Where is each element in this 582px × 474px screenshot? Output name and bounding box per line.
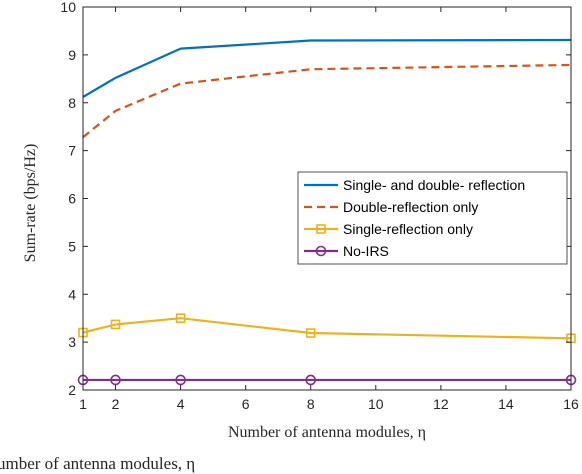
- data-point: [175, 313, 186, 323]
- series-1: [82, 38, 572, 98]
- data-point: [175, 374, 186, 386]
- legend-label: Single-reflection only: [343, 221, 473, 237]
- legend-label: Single- and double- reflection: [343, 177, 525, 193]
- x-tick-label: 4: [177, 396, 185, 412]
- x-tick-label: 2: [112, 396, 120, 412]
- legend-item: Double-reflection only: [304, 199, 478, 215]
- data-point: [305, 374, 317, 386]
- y-tick-label: 10: [60, 0, 76, 15]
- series-4: [77, 374, 577, 386]
- legend-box: [297, 171, 568, 265]
- y-tick-label: 7: [68, 143, 76, 159]
- x-tick-label: 8: [307, 396, 315, 412]
- legend-marker: [315, 245, 327, 257]
- y-tick-label: 6: [68, 191, 76, 207]
- legend-marker: [316, 224, 326, 234]
- legend-label: No-IRS: [343, 243, 389, 259]
- x-tick-label: 6: [242, 396, 250, 412]
- x-tick-label: 12: [433, 396, 449, 412]
- x-axis-label: Number of antenna modules, η: [228, 424, 426, 441]
- y-tick-label: 4: [68, 286, 76, 302]
- legend: Single- and double- reflection Double-ref…: [297, 171, 568, 265]
- x-tick-label: 16: [563, 396, 579, 412]
- data-point: [110, 319, 121, 330]
- y-axis-label: Sum-rate (bps/Hz): [22, 144, 39, 263]
- x-tick-label: 1: [79, 396, 87, 412]
- y-tick-label: 9: [68, 47, 76, 63]
- x-tick-label: 10: [368, 396, 384, 412]
- series-line: [82, 317, 572, 340]
- data-point: [305, 328, 316, 338]
- series-line: [82, 63, 572, 139]
- series-3: [78, 313, 576, 344]
- legend-item: No-IRS: [304, 243, 389, 259]
- y-tick-label: 8: [68, 95, 76, 111]
- data-point: [110, 374, 121, 386]
- y-tick-label: 5: [68, 238, 76, 254]
- legend-item: Single-reflection only: [304, 221, 473, 237]
- legend-item: Single- and double- reflection: [304, 177, 525, 193]
- series-line: [82, 38, 572, 98]
- y-tick-label: 3: [68, 334, 76, 350]
- y-tick-label: 2: [68, 382, 76, 398]
- legend-label: Double-reflection only: [343, 199, 478, 215]
- series-2: [82, 63, 572, 139]
- caption-fragment: umber of antenna modules, η: [0, 454, 195, 473]
- x-tick-label: 14: [498, 396, 514, 412]
